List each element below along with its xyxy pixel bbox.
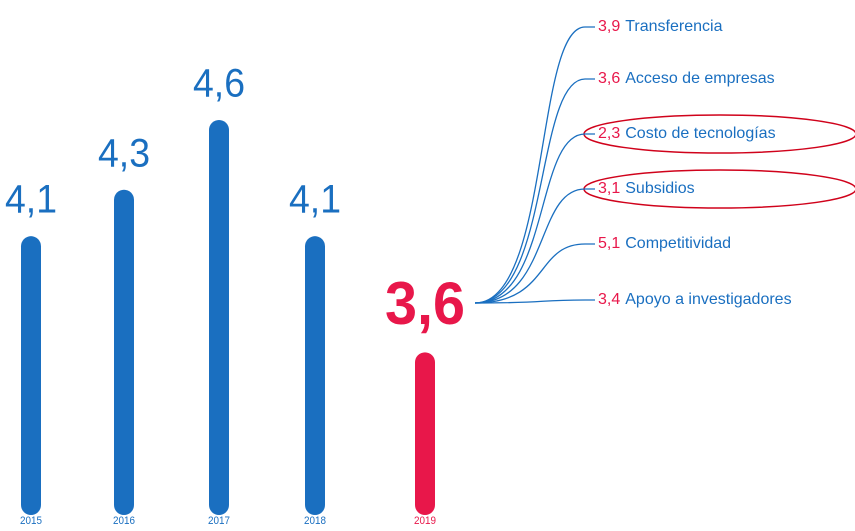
bar-value-label: 3,6 [385, 270, 465, 337]
bar [209, 120, 229, 515]
breakdown-value: 3,1 [598, 180, 620, 197]
breakdown-label: Competitividad [625, 235, 731, 252]
breakdown-item: 2,3 Costo de tecnologías [598, 125, 776, 142]
bar [114, 189, 134, 516]
bar [21, 236, 41, 516]
breakdown-item: 5,1 Competitividad [598, 235, 731, 252]
breakdown-label: Transferencia [625, 18, 722, 35]
breakdown-value: 5,1 [598, 235, 620, 252]
bar [305, 236, 325, 516]
breakdown-item: 3,4 Apoyo a investigadores [598, 291, 792, 308]
x-tick-label: 2018 [304, 515, 326, 527]
bar-value-label: 4,1 [289, 178, 341, 222]
breakdown-value: 3,4 [598, 291, 620, 308]
x-tick-label: 2017 [208, 515, 230, 527]
x-tick-label: 2016 [113, 515, 135, 527]
breakdown-item: 3,1 Subsidios [598, 180, 695, 197]
breakdown-item: 3,9 Transferencia [598, 18, 723, 35]
breakdown-item: 3,6 Acceso de empresas [598, 70, 775, 87]
x-tick-label: 2019 [414, 515, 436, 527]
breakdown-value: 3,9 [598, 18, 620, 35]
bar-value-label: 4,6 [193, 62, 245, 106]
connector-line [474, 188, 595, 304]
breakdown-label: Acceso de empresas [625, 70, 774, 87]
bar [415, 352, 435, 515]
breakdown-label: Apoyo a investigadores [625, 291, 791, 308]
breakdown-label: Subsidios [625, 180, 694, 197]
bar-value-label: 4,3 [98, 131, 150, 175]
connector-line [474, 133, 595, 304]
x-tick-label: 2015 [20, 515, 42, 527]
breakdown-value: 3,6 [598, 70, 620, 87]
breakdown-value: 2,3 [598, 125, 620, 142]
bar-value-label: 4,1 [5, 178, 57, 222]
connector-line [474, 78, 595, 304]
connector-line [474, 299, 595, 304]
connector-line [474, 26, 595, 304]
connector-line [474, 243, 595, 304]
breakdown-label: Costo de tecnologías [625, 125, 775, 142]
